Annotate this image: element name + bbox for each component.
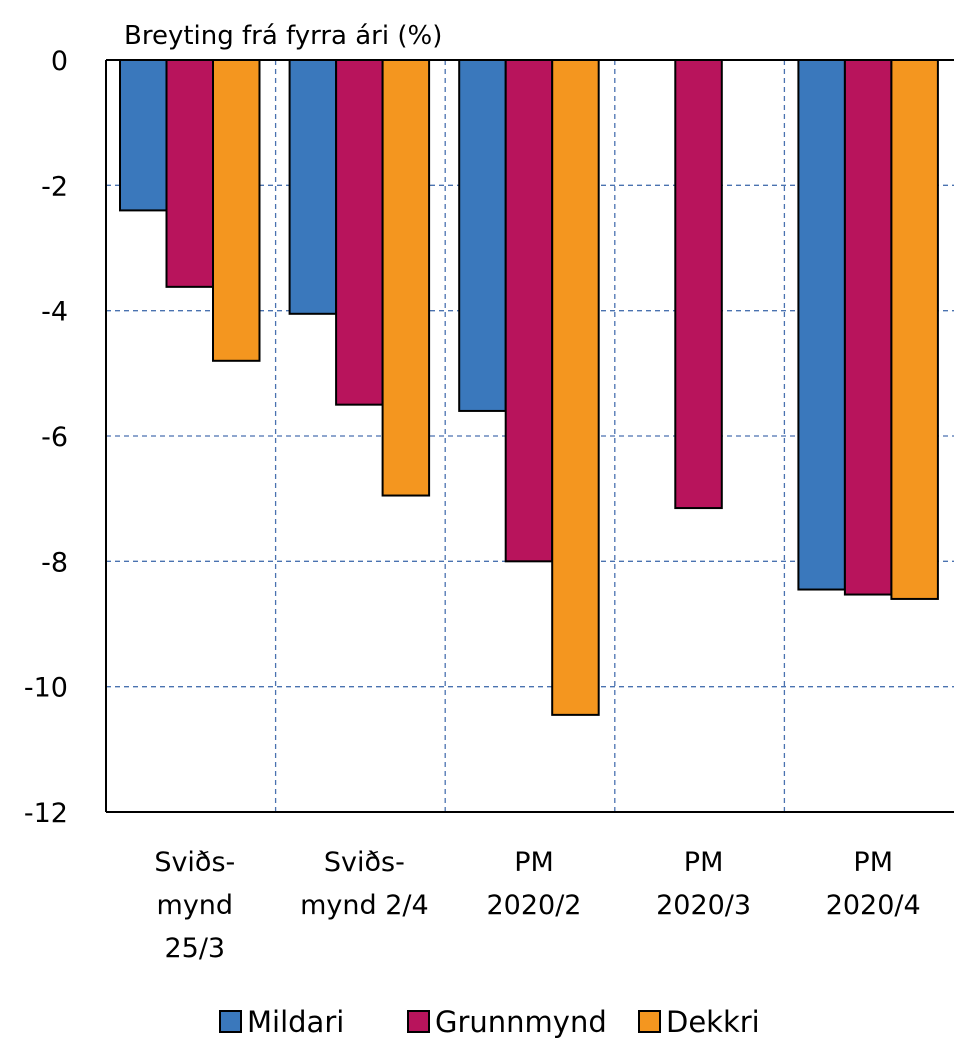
x-category-label: PM xyxy=(514,847,554,878)
legend-swatch-dekkri xyxy=(638,1010,661,1033)
x-category-label: PM xyxy=(684,847,724,878)
y-tick-label: -6 xyxy=(41,422,68,453)
x-category-label: 25/3 xyxy=(164,933,225,964)
bar-mildari xyxy=(288,59,338,315)
bar-grunnmynd xyxy=(504,59,554,563)
y-tick-label: -8 xyxy=(41,547,68,578)
x-category-label: Sviðs- xyxy=(324,847,405,878)
bar-mildari xyxy=(119,59,168,212)
legend-swatch-grunnmynd xyxy=(407,1010,430,1033)
x-category-label: Sviðs- xyxy=(154,847,235,878)
x-category-label: 2020/3 xyxy=(656,890,751,921)
y-tick-label: -12 xyxy=(24,798,68,829)
axes xyxy=(105,59,954,813)
bar-grunnmynd xyxy=(335,59,384,406)
x-category-label: PM xyxy=(853,847,893,878)
bar-dekkri xyxy=(381,59,431,497)
legend-label-grunnmynd: Grunnmynd xyxy=(435,1005,607,1039)
x-category-label: mynd 2/4 xyxy=(300,890,429,921)
legend-label-dekkri: Dekkri xyxy=(666,1005,760,1039)
bar-grunnmynd xyxy=(674,59,723,510)
y-tick-label: 0 xyxy=(51,46,68,77)
y-tick-label: -10 xyxy=(24,673,68,704)
x-category-labels: Sviðs-mynd 25/3 Sviðs-mynd 2/4 PM 2020/2 PM 20… xyxy=(154,847,920,964)
bar-grunnmynd xyxy=(165,59,214,288)
bar-grunnmynd xyxy=(843,59,893,596)
bar-dekkri xyxy=(890,59,939,600)
bar-mildari xyxy=(797,59,846,591)
x-category-label: 2020/4 xyxy=(826,890,921,921)
y-tick-label: -4 xyxy=(41,297,68,328)
legend-swatch-mildari xyxy=(219,1010,242,1033)
y-axis-title: Breyting frá fyrra ári (%) xyxy=(124,21,442,51)
x-category-label: 2020/2 xyxy=(487,890,582,921)
y-tick-labels: 0 -2 -4 -6 -8 -10 -12 xyxy=(24,46,68,829)
bar-mildari xyxy=(458,59,507,412)
legend: Mildari Grunnmynd Dekkri xyxy=(219,1005,760,1039)
bars xyxy=(119,59,939,716)
bar-dekkri xyxy=(551,59,600,716)
legend-label-mildari: Mildari xyxy=(247,1005,344,1039)
x-category-label: mynd xyxy=(157,890,234,921)
y-tick-label: -2 xyxy=(41,171,68,202)
bar-dekkri xyxy=(212,59,261,362)
